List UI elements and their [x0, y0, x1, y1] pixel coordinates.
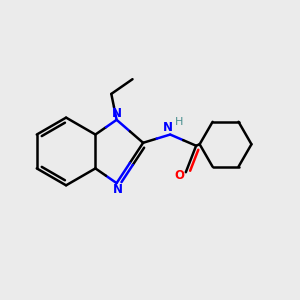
Text: N: N [112, 107, 122, 120]
Text: N: N [163, 121, 173, 134]
Text: O: O [174, 169, 184, 182]
Text: N: N [113, 183, 123, 196]
Text: H: H [175, 117, 183, 127]
